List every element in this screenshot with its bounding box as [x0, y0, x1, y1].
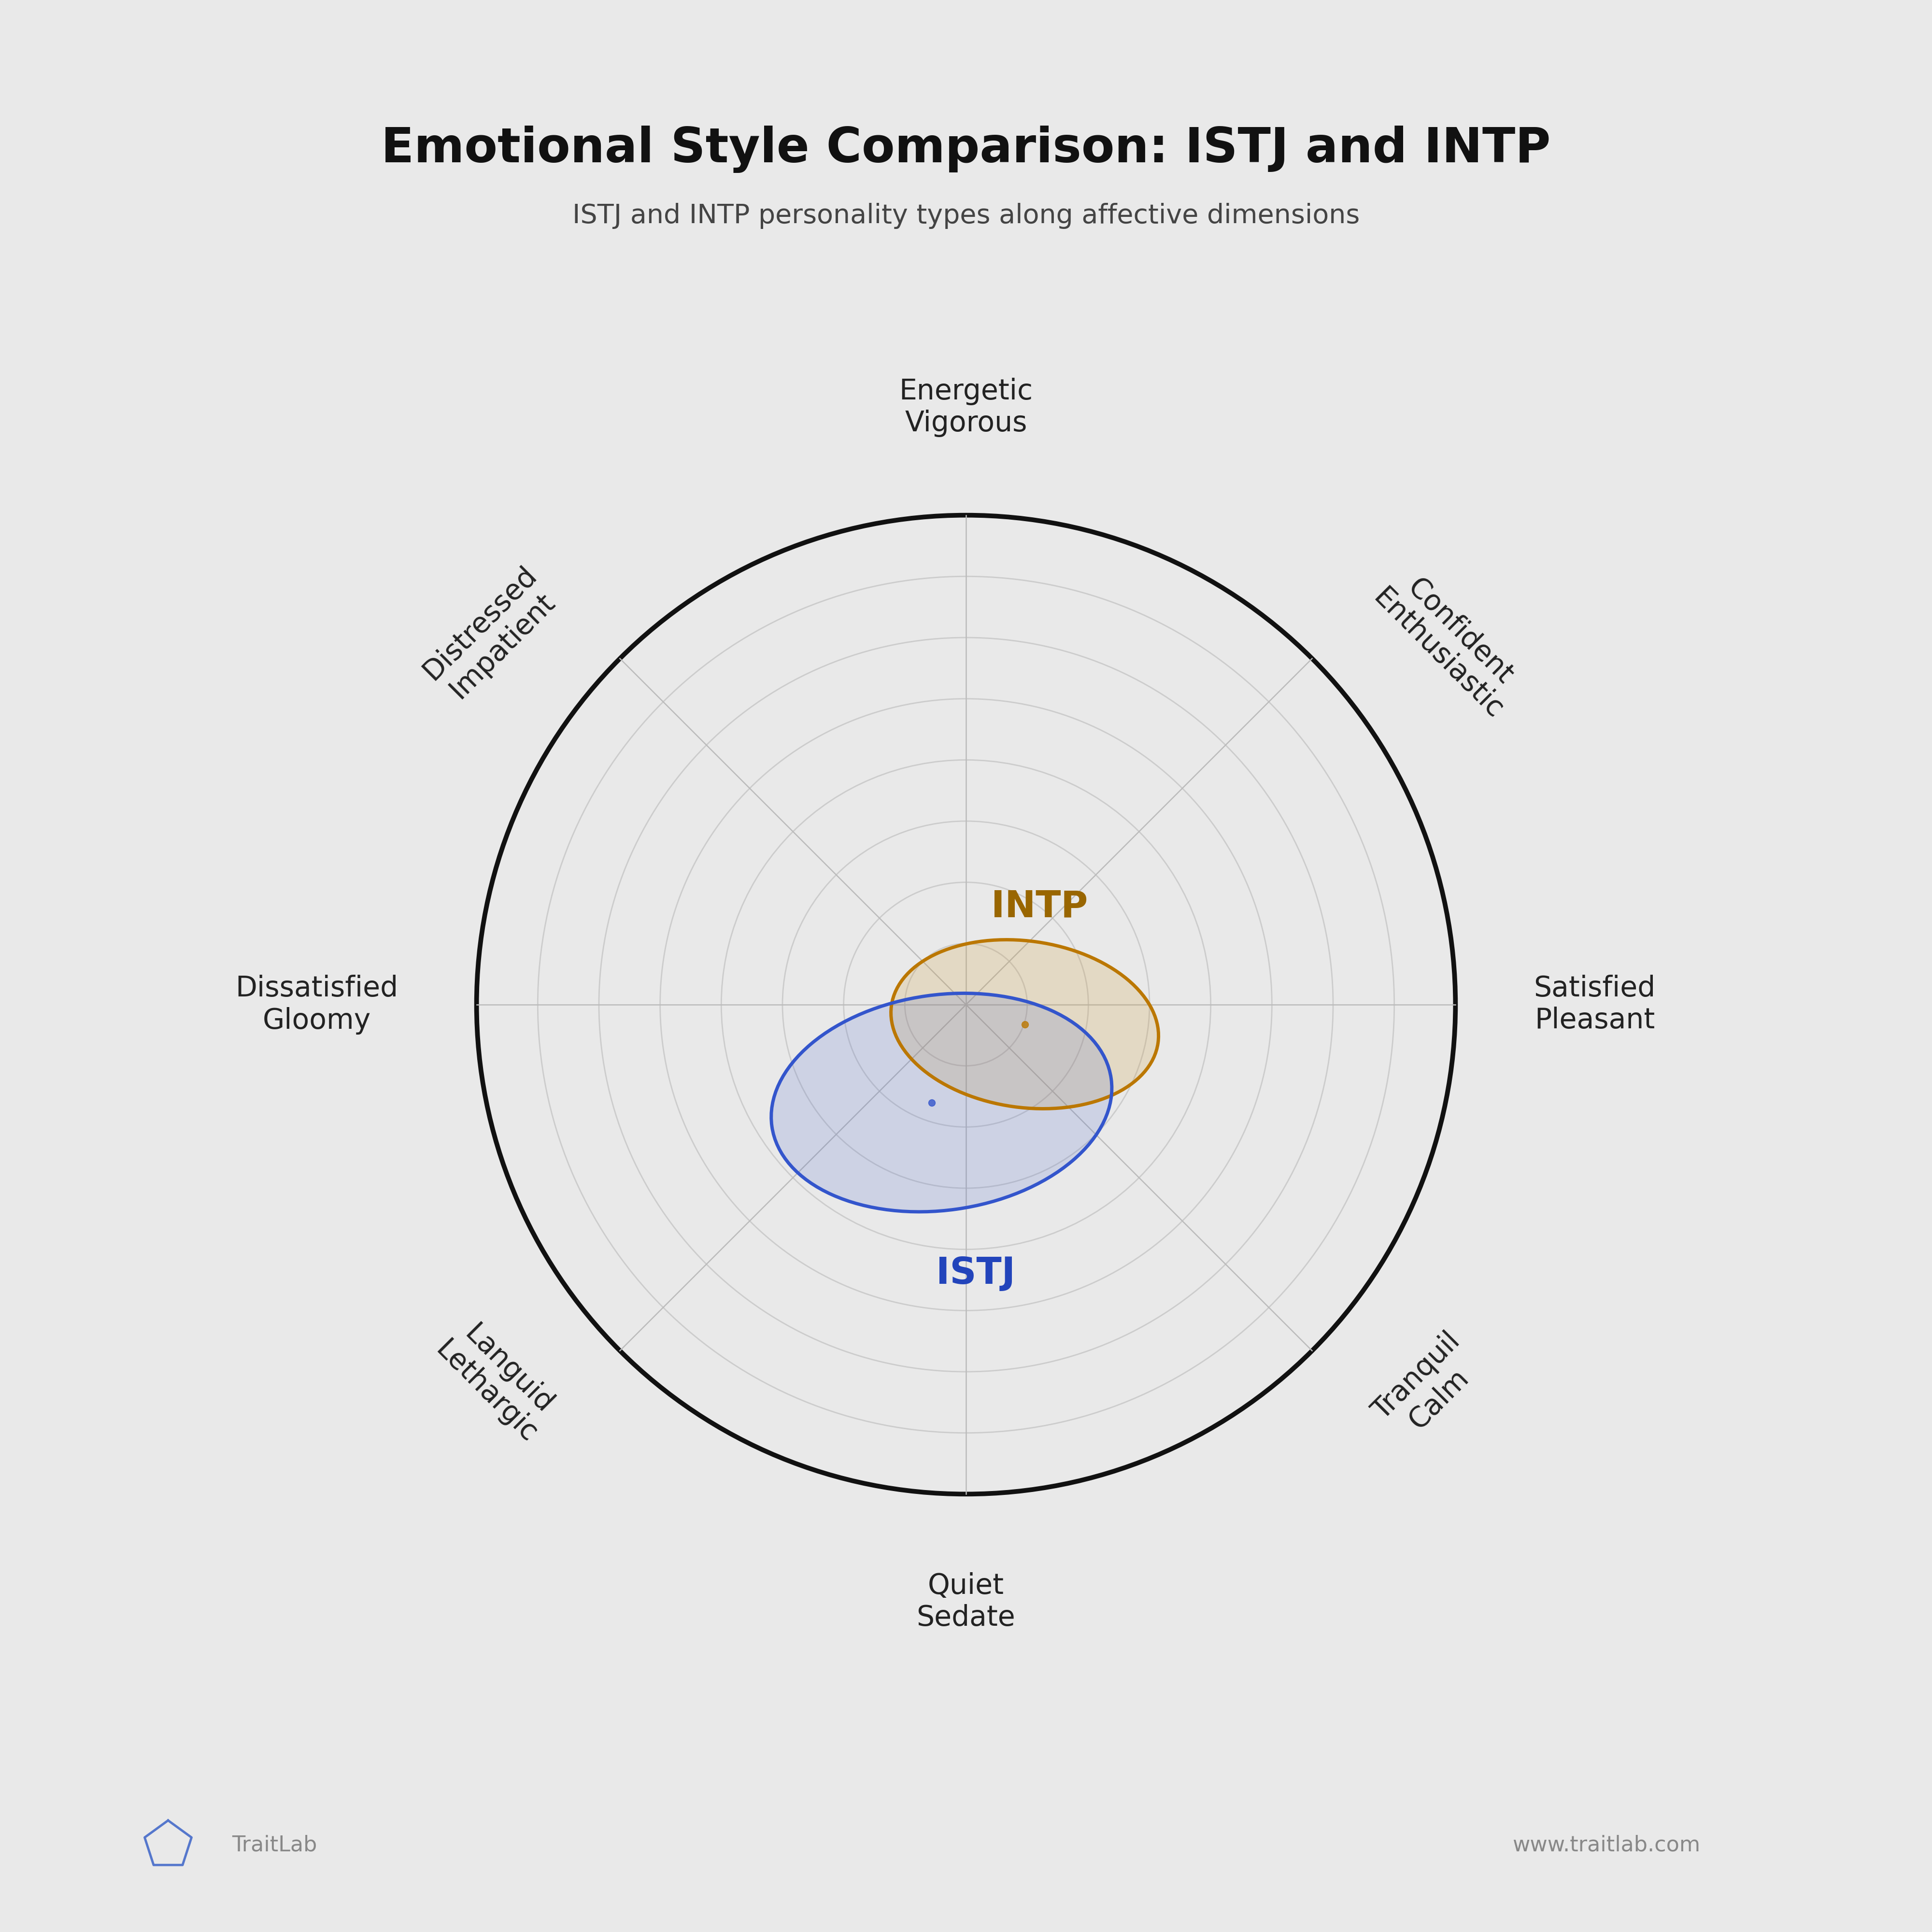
Ellipse shape	[891, 939, 1159, 1109]
Text: Languid
Lethargic: Languid Lethargic	[429, 1314, 564, 1449]
Text: Energetic
Vigorous: Energetic Vigorous	[898, 377, 1034, 437]
Ellipse shape	[771, 993, 1111, 1211]
Text: INTP: INTP	[991, 889, 1088, 925]
Text: Tranquil
Calm: Tranquil Calm	[1368, 1327, 1488, 1449]
Text: Satisfied
Pleasant: Satisfied Pleasant	[1534, 976, 1656, 1034]
Text: ISTJ and INTP personality types along affective dimensions: ISTJ and INTP personality types along af…	[572, 203, 1360, 228]
Text: Distressed
Impatient: Distressed Impatient	[417, 560, 564, 707]
Text: ISTJ: ISTJ	[937, 1256, 1016, 1293]
Text: Dissatisfied
Gloomy: Dissatisfied Gloomy	[236, 976, 398, 1034]
Text: www.traitlab.com: www.traitlab.com	[1513, 1835, 1700, 1855]
Text: TraitLab: TraitLab	[232, 1835, 317, 1855]
Text: Quiet
Sedate: Quiet Sedate	[916, 1573, 1016, 1633]
Text: Confident
Enthusiastic: Confident Enthusiastic	[1368, 560, 1530, 724]
Text: Emotional Style Comparison: ISTJ and INTP: Emotional Style Comparison: ISTJ and INT…	[381, 126, 1551, 174]
